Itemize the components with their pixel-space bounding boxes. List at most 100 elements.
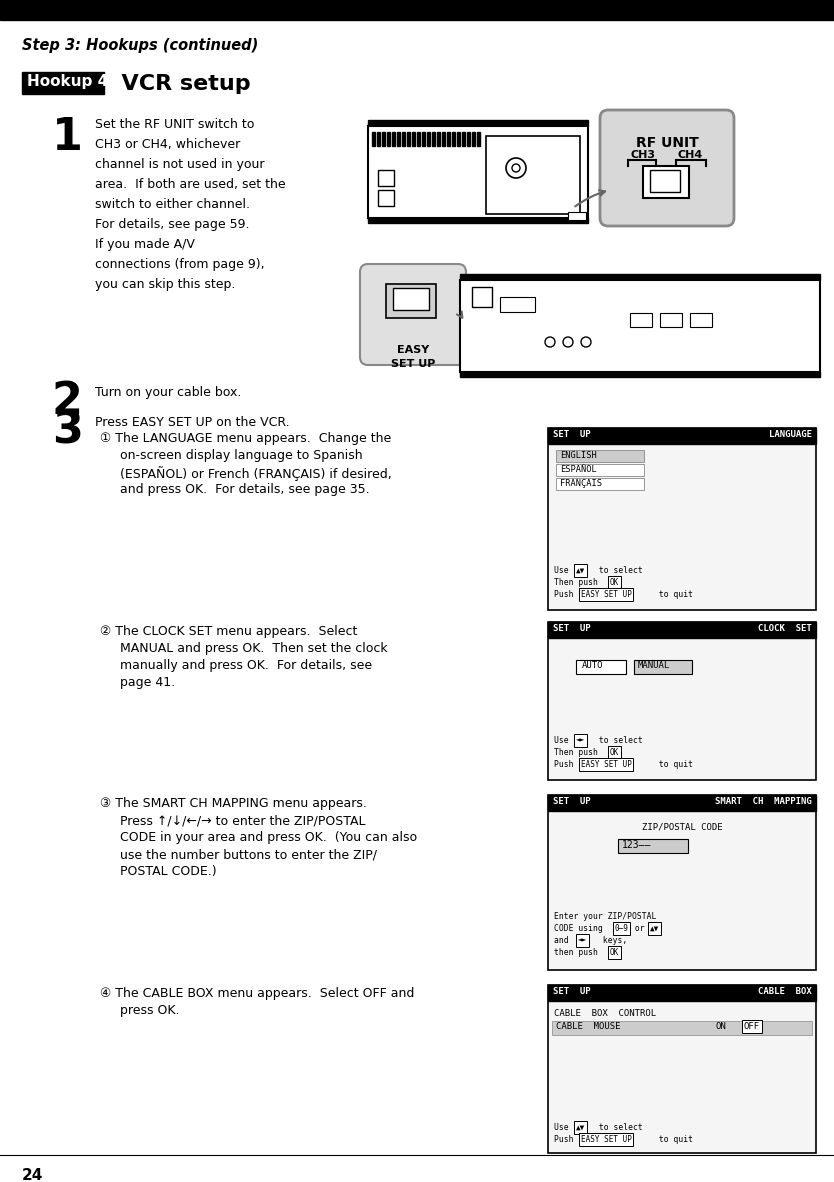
Bar	[368, 121, 588, 126]
Text: Push: Push	[554, 590, 578, 599]
Bar	[548, 795, 816, 811]
Text: 1: 1	[52, 116, 83, 160]
Bar	[452, 132, 455, 147]
Text: EASY: EASY	[397, 345, 430, 355]
Text: Use: Use	[554, 1123, 574, 1132]
Text: page 41.: page 41.	[120, 676, 175, 689]
Bar	[417, 132, 420, 147]
Text: to select: to select	[594, 736, 643, 745]
Text: ENGLISH: ENGLISH	[560, 452, 597, 460]
Bar	[548, 428, 816, 444]
Bar	[472, 287, 492, 307]
Bar	[427, 132, 430, 147]
Bar	[460, 280, 820, 372]
Bar	[382, 132, 385, 147]
Text: CABLE  MOUSE: CABLE MOUSE	[556, 1022, 620, 1031]
Bar	[556, 478, 644, 491]
Bar	[378, 190, 394, 206]
Text: OK: OK	[610, 578, 620, 587]
Bar	[556, 450, 644, 462]
Bar	[442, 132, 445, 147]
Bar	[556, 465, 644, 476]
Text: (ESPAÑOL) or French (FRANÇAIS) if desired,: (ESPAÑOL) or French (FRANÇAIS) if desire…	[120, 466, 392, 481]
Bar	[568, 212, 586, 220]
FancyBboxPatch shape	[600, 110, 734, 226]
Bar	[650, 170, 680, 191]
Text: ▲▼: ▲▼	[650, 924, 659, 933]
Bar	[447, 132, 450, 147]
Text: connections (from page 9),: connections (from page 9),	[95, 258, 264, 271]
Text: FRANÇAIS: FRANÇAIS	[560, 479, 602, 488]
Bar	[377, 132, 380, 147]
Bar	[0, 0, 834, 20]
Text: EASY SET UP: EASY SET UP	[581, 760, 632, 769]
Text: Press ↑/↓/←/→ to enter the ZIP/POSTAL: Press ↑/↓/←/→ to enter the ZIP/POSTAL	[120, 814, 365, 827]
Bar	[462, 132, 465, 147]
Text: Use: Use	[554, 736, 574, 745]
Text: CABLE  BOX: CABLE BOX	[758, 987, 812, 996]
Text: CODE in your area and press OK.  (You can also: CODE in your area and press OK. (You can…	[120, 831, 417, 844]
Text: area.  If both are used, set the: area. If both are used, set the	[95, 178, 285, 191]
Text: POSTAL CODE.): POSTAL CODE.)	[120, 865, 217, 878]
Text: use the number buttons to enter the ZIP/: use the number buttons to enter the ZIP/	[120, 847, 377, 860]
Bar	[368, 217, 588, 223]
Text: MANUAL and press OK.  Then set the clock: MANUAL and press OK. Then set the clock	[120, 642, 388, 655]
Text: Hookup 4:: Hookup 4:	[27, 74, 114, 89]
Bar	[486, 136, 580, 214]
Text: Enter your ZIP/POSTAL: Enter your ZIP/POSTAL	[554, 913, 656, 921]
Bar	[548, 795, 816, 970]
Bar	[422, 132, 425, 147]
Bar	[690, 313, 712, 327]
Text: channel is not used in your: channel is not used in your	[95, 158, 264, 171]
Text: Then push: Then push	[554, 748, 603, 756]
Bar	[386, 284, 436, 318]
Bar	[460, 372, 820, 377]
Text: Set the RF UNIT switch to: Set the RF UNIT switch to	[95, 118, 254, 131]
Text: MANUAL: MANUAL	[638, 661, 671, 670]
Bar	[660, 313, 682, 327]
Text: and: and	[554, 936, 574, 944]
Text: ◄►: ◄►	[578, 936, 587, 944]
Bar	[407, 132, 410, 147]
Text: OK: OK	[610, 748, 620, 756]
Text: CABLE  BOX  CONTROL: CABLE BOX CONTROL	[554, 1009, 656, 1018]
Text: ◄►: ◄►	[576, 736, 585, 745]
Text: or: or	[630, 924, 650, 933]
Text: and press OK.  For details, see page 35.: and press OK. For details, see page 35.	[120, 483, 369, 496]
Bar	[472, 132, 475, 147]
Text: 0–9: 0–9	[615, 924, 629, 933]
Text: to quit: to quit	[654, 1135, 693, 1144]
Text: then push: then push	[554, 948, 603, 957]
Text: ① The LANGUAGE menu appears.  Change the: ① The LANGUAGE menu appears. Change the	[100, 431, 391, 444]
Text: Press EASY SET UP on the VCR.: Press EASY SET UP on the VCR.	[95, 416, 289, 429]
Text: Step 3: Hookups (continued): Step 3: Hookups (continued)	[22, 38, 259, 53]
Text: SET  UP: SET UP	[553, 624, 590, 634]
Bar	[378, 170, 394, 186]
Text: ④ The CABLE BOX menu appears.  Select OFF and: ④ The CABLE BOX menu appears. Select OFF…	[100, 987, 414, 1000]
Bar	[548, 985, 816, 1001]
Bar	[392, 132, 395, 147]
Bar	[548, 985, 816, 1152]
Text: SET  UP: SET UP	[553, 430, 590, 439]
Text: 3: 3	[52, 410, 83, 453]
Bar	[548, 428, 816, 610]
Bar	[548, 622, 816, 638]
Text: SMART  CH  MAPPING: SMART CH MAPPING	[716, 797, 812, 806]
Text: ZIP/POSTAL CODE: ZIP/POSTAL CODE	[641, 823, 722, 832]
Text: 2: 2	[52, 379, 83, 423]
Text: to quit: to quit	[654, 760, 693, 769]
Bar	[618, 839, 688, 853]
Text: you can skip this step.: you can skip this step.	[95, 278, 235, 291]
Text: ▲▼: ▲▼	[576, 566, 585, 574]
Bar	[402, 132, 405, 147]
Bar	[634, 660, 692, 674]
Text: SET  UP: SET UP	[553, 987, 590, 996]
Bar	[548, 622, 816, 780]
Text: AUTO: AUTO	[582, 661, 604, 670]
Text: 123––: 123––	[622, 840, 651, 850]
Bar	[22, 72, 104, 95]
Bar	[397, 132, 400, 147]
Bar	[457, 132, 460, 147]
Text: If you made A/V: If you made A/V	[95, 238, 195, 251]
Text: keys,: keys,	[598, 936, 627, 944]
